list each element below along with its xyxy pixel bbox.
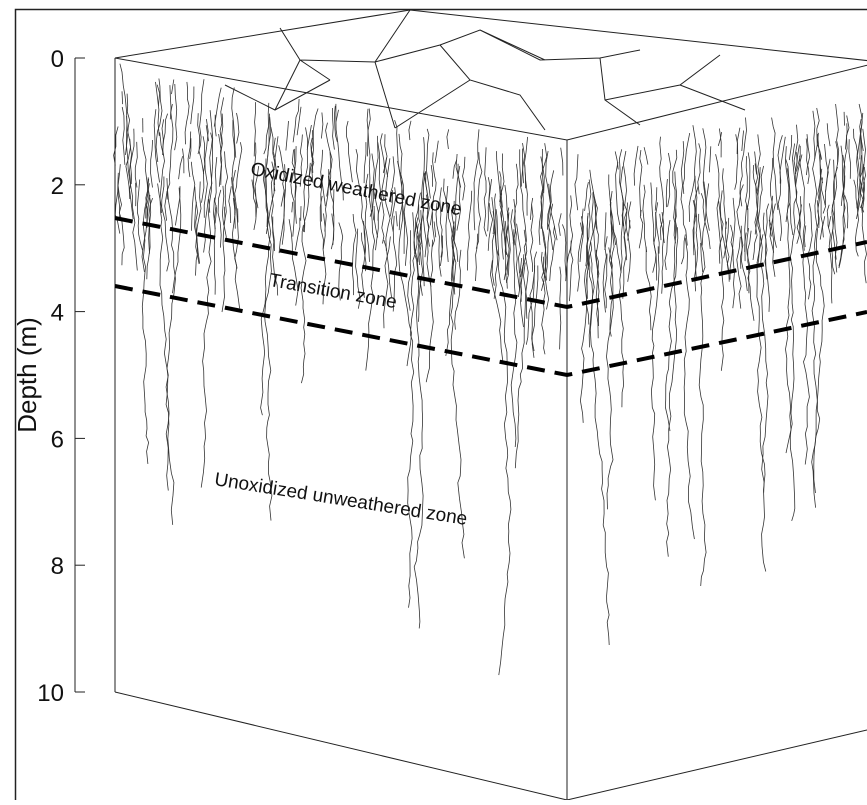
tick-label: 4 (51, 300, 64, 327)
tick-label: 2 (51, 173, 64, 200)
axis-label: Depth (m) (12, 317, 42, 433)
tick-label: 8 (51, 553, 64, 580)
tick-label: 6 (51, 426, 64, 453)
tick-label: 0 (51, 46, 64, 73)
tick-label: 10 (37, 680, 64, 707)
